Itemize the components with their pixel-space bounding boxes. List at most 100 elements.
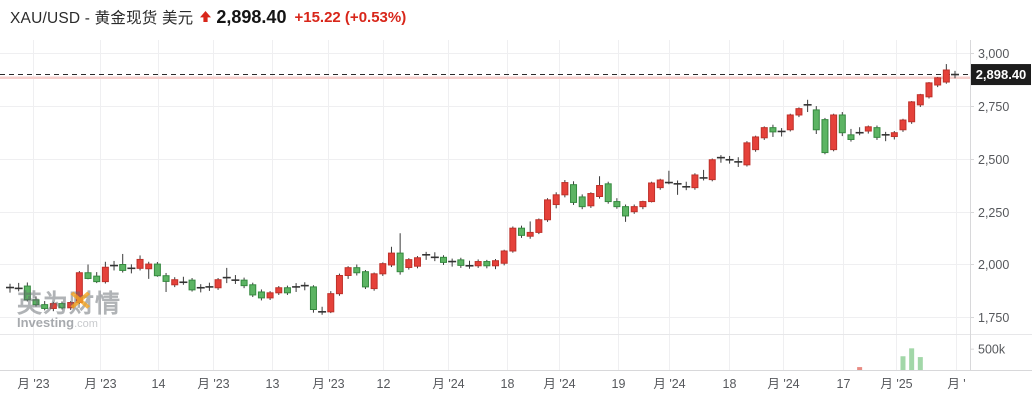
candle-body xyxy=(353,267,361,274)
candle-body xyxy=(171,279,179,286)
y-axis-label[interactable]: 2,250 xyxy=(978,206,1009,220)
x-axis-label[interactable]: 13 xyxy=(266,377,280,391)
candle-body xyxy=(535,219,543,233)
x-axis-label[interactable]: 月 '23 xyxy=(312,377,344,391)
x-axis-label[interactable]: 月 '23 xyxy=(17,377,49,391)
candle-body xyxy=(769,127,777,133)
candle-body xyxy=(49,303,57,309)
candle-body xyxy=(283,287,291,294)
candle-body xyxy=(58,303,66,309)
y-axis-label[interactable]: 2,000 xyxy=(978,258,1009,272)
candle-body xyxy=(899,119,907,131)
candle-body xyxy=(561,182,569,196)
x-axis-label[interactable]: 14 xyxy=(152,377,166,391)
candle-body xyxy=(344,267,352,276)
volume-bar xyxy=(917,357,923,370)
x-axis-label[interactable]: 月 '23 xyxy=(84,377,116,391)
candle-body xyxy=(162,275,170,282)
candle-body xyxy=(786,114,794,131)
candle-body xyxy=(630,206,638,213)
volume-bar xyxy=(900,356,906,370)
x-axis-label[interactable]: 18 xyxy=(723,377,737,391)
candle-body xyxy=(500,250,508,264)
candle-body xyxy=(396,252,404,273)
candle-body xyxy=(439,256,447,263)
candle-body xyxy=(613,201,621,208)
candle-body xyxy=(526,231,534,237)
candle-body xyxy=(214,279,222,289)
last-price-label: 2,898.40 xyxy=(976,67,1027,82)
x-axis-label[interactable]: 月 '25 xyxy=(880,377,912,391)
candle-body xyxy=(604,183,612,203)
candle-body xyxy=(492,260,500,267)
candle-body xyxy=(153,263,161,277)
instrument-title: XAU/USD - 黄金现货 美元 xyxy=(10,10,194,27)
volume-bar xyxy=(909,348,915,370)
candle-body xyxy=(75,272,83,304)
x-axis-label[interactable]: 月 '24 xyxy=(767,377,799,391)
y-axis-label[interactable]: 3,000 xyxy=(978,47,1009,61)
price-change: +15.22 (+0.53%) xyxy=(294,8,407,26)
x-axis-label[interactable]: 17 xyxy=(837,377,851,391)
candle-body xyxy=(405,259,413,268)
candle-body xyxy=(708,159,716,181)
candle-body xyxy=(327,293,335,313)
candle-body xyxy=(760,127,768,139)
candle-body xyxy=(752,136,760,151)
x-axis-label[interactable]: 月 ' xyxy=(947,377,965,391)
x-axis-label[interactable]: 12 xyxy=(377,377,391,391)
candle-body xyxy=(41,304,49,309)
candle-body xyxy=(249,284,257,296)
candle-body xyxy=(101,266,109,283)
candle-body xyxy=(873,127,881,138)
y-axis-label[interactable]: 2,750 xyxy=(978,100,1009,114)
candle-body xyxy=(84,272,92,279)
candle-body xyxy=(335,274,343,295)
candle-body xyxy=(570,184,578,203)
candle-body xyxy=(552,194,560,206)
x-axis-label[interactable]: 月 '24 xyxy=(653,377,685,391)
candle-body xyxy=(474,261,482,267)
candle-body xyxy=(136,258,144,269)
last-price-label-bg xyxy=(971,64,1031,86)
last-price: 2,898.40 xyxy=(216,6,287,27)
up-arrow-icon xyxy=(200,11,212,23)
candle-body xyxy=(413,257,421,267)
candle-body xyxy=(908,101,916,123)
candle-body xyxy=(67,302,75,309)
candle-body xyxy=(240,279,248,287)
candle-body xyxy=(544,199,552,221)
candle-body xyxy=(916,94,924,106)
candle-body xyxy=(656,179,664,189)
candle-body xyxy=(387,252,395,266)
candle-body xyxy=(925,82,933,98)
x-axis-label[interactable]: 月 '24 xyxy=(543,377,575,391)
candle-body xyxy=(934,77,942,86)
candle-body xyxy=(32,299,40,306)
candle-body xyxy=(847,134,855,140)
candle-body xyxy=(93,275,101,283)
candle-body xyxy=(864,126,872,132)
x-axis-label[interactable]: 19 xyxy=(612,377,626,391)
candle-body xyxy=(119,264,127,271)
y-axis-label[interactable]: 2,500 xyxy=(978,153,1009,167)
candle-body xyxy=(578,196,586,208)
candle-body xyxy=(795,108,803,116)
candle-body xyxy=(648,182,656,203)
candle-body xyxy=(257,291,265,299)
candle-body xyxy=(596,185,604,198)
candle-body xyxy=(812,109,820,131)
candle-body xyxy=(275,287,283,294)
candle-body xyxy=(509,227,517,252)
candle-body xyxy=(518,227,526,236)
candle-body xyxy=(942,69,950,83)
candle-body xyxy=(587,193,595,207)
x-axis-label[interactable]: 月 '24 xyxy=(432,377,464,391)
y-axis-label[interactable]: 1,750 xyxy=(978,311,1009,325)
x-axis-label[interactable]: 18 xyxy=(501,377,515,391)
candle-body xyxy=(457,259,465,266)
x-axis-label[interactable]: 月 '23 xyxy=(197,377,229,391)
candle-body xyxy=(188,279,196,291)
candle-body xyxy=(639,201,647,208)
